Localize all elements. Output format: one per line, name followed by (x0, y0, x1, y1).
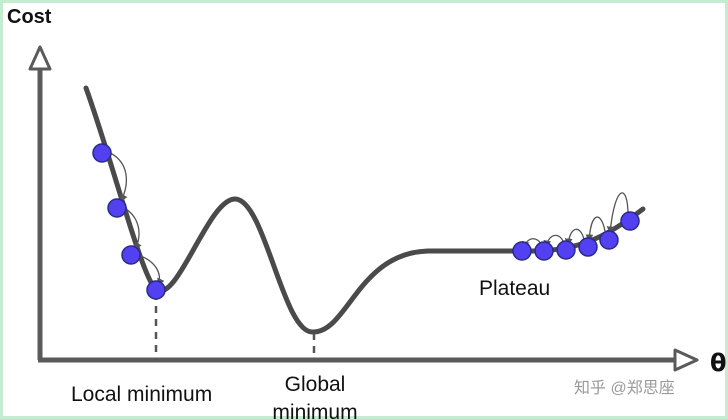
step-ball (512, 241, 532, 261)
axes (28, 45, 699, 372)
global-minimum-label-line2: minimum (272, 401, 358, 419)
step-ball (534, 241, 554, 261)
y-axis-title: Cost (7, 6, 52, 28)
descent-steps (92, 143, 640, 300)
step-ball (556, 240, 576, 260)
step-ball (121, 245, 141, 265)
diagram-canvas (28, 45, 699, 372)
x-axis-arrowhead (673, 348, 699, 372)
cost-curve (83, 85, 646, 335)
step-ball (578, 237, 598, 257)
step-ball (146, 280, 166, 300)
x-axis-title: θ (710, 349, 727, 377)
y-axis-arrowhead (28, 45, 52, 71)
step-ball (107, 198, 127, 218)
hop-arrow (105, 150, 128, 203)
hop-arrow (585, 216, 606, 243)
step-ball (620, 211, 640, 231)
global-minimum-label-line1: Global (284, 373, 346, 396)
hop-arrow (564, 228, 585, 247)
hop-arrow (606, 192, 629, 235)
global-minimum-label: Global minimum (259, 371, 371, 419)
step-ball (92, 143, 112, 163)
watermark: 知乎 @郑思座 (574, 380, 675, 397)
step-ball (599, 230, 619, 250)
plateau-label: Plateau (479, 277, 551, 300)
local-minimum-label: Local minimum (71, 383, 213, 406)
